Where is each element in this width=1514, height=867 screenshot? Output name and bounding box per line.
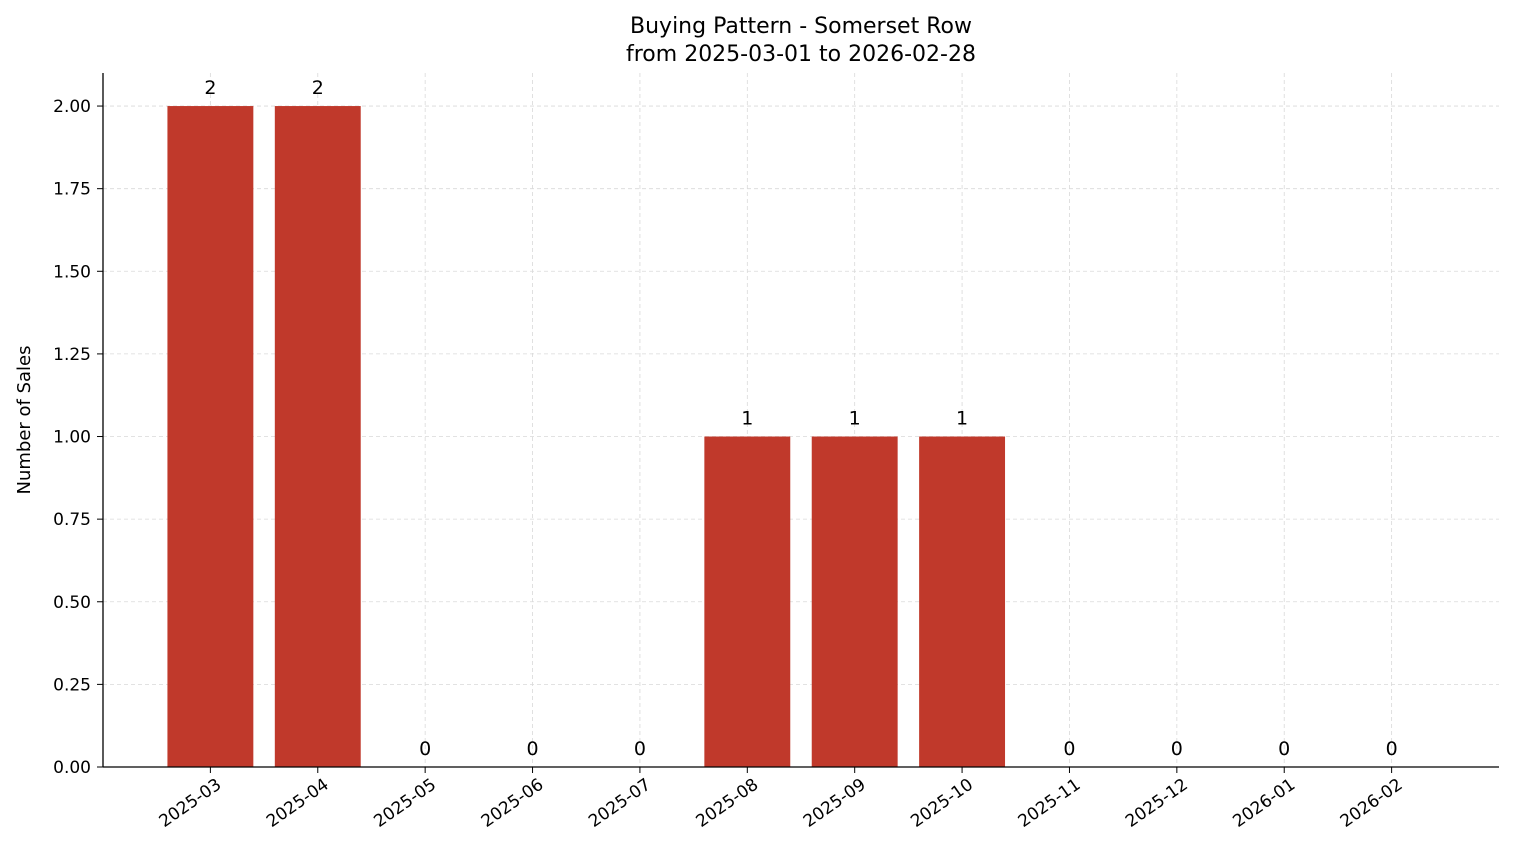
data-label: 0	[1171, 738, 1183, 760]
bar	[704, 436, 791, 767]
data-label: 0	[1386, 738, 1398, 760]
y-tick-label: 1.25	[53, 345, 91, 365]
x-tick-label: 2025-06	[478, 775, 548, 832]
x-tick-label: 2025-11	[1015, 775, 1085, 832]
data-label: 1	[741, 408, 753, 430]
y-tick-label: 0.00	[53, 758, 91, 778]
x-tick-label: 2026-02	[1337, 775, 1407, 832]
x-tick-label: 2025-10	[907, 775, 977, 832]
y-tick-label: 2.00	[53, 97, 91, 117]
data-label: 2	[312, 77, 324, 99]
y-tick-label: 0.50	[53, 593, 91, 613]
y-tick-label: 0.25	[53, 675, 91, 695]
x-tick-label: 2025-08	[693, 775, 763, 832]
bar	[811, 436, 898, 767]
data-label: 1	[849, 408, 861, 430]
y-tick-label: 1.50	[53, 262, 91, 282]
y-tick-label: 1.00	[53, 428, 91, 448]
bar	[274, 106, 361, 768]
bar	[919, 436, 1006, 767]
bar	[167, 106, 254, 768]
data-label: 0	[419, 738, 431, 760]
x-tick-label: 2025-04	[263, 775, 333, 832]
x-tick-label: 2025-12	[1122, 775, 1192, 832]
x-tick-label: 2025-03	[156, 775, 226, 832]
y-tick-label: 0.75	[53, 510, 91, 530]
x-tick-label: 2026-01	[1229, 775, 1299, 832]
y-axis-label: Number of Sales	[14, 345, 35, 494]
data-label: 1	[956, 408, 968, 430]
x-tick-label: 2025-05	[370, 775, 440, 832]
chart-subtitle: from 2025-03-01 to 2026-02-28	[626, 42, 976, 67]
data-label: 0	[1278, 738, 1290, 760]
data-label: 0	[1063, 738, 1075, 760]
y-tick-label: 1.75	[53, 180, 91, 200]
data-label: 0	[526, 738, 538, 760]
data-label: 0	[634, 738, 646, 760]
x-tick-label: 2025-07	[585, 775, 655, 832]
x-tick-label: 2025-09	[800, 775, 870, 832]
data-label: 2	[204, 77, 216, 99]
chart-title: Buying Pattern - Somerset Row	[630, 14, 972, 39]
